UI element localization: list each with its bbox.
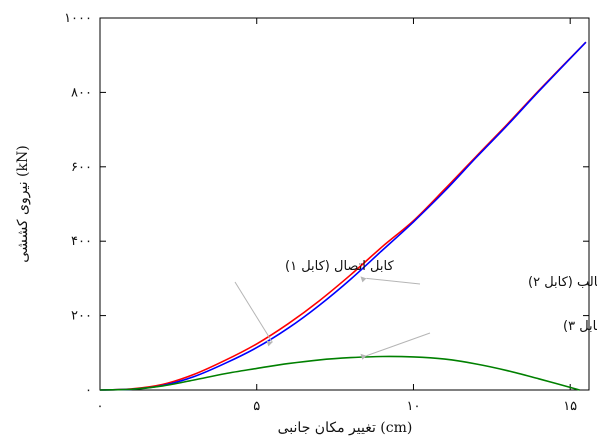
y-tick-label: ۴۰۰ xyxy=(71,234,92,249)
annotation-arrowhead xyxy=(266,340,273,347)
y-tick-label: ۸۰۰ xyxy=(71,85,92,100)
annotation-label: کابل مغلوب (کابل ۳) xyxy=(563,319,597,334)
x-tick-label: ۰ xyxy=(97,399,104,414)
y-tick-label: ۲۰۰ xyxy=(71,309,92,324)
annotation-label: کابل اتصال (کابل ۱) xyxy=(285,259,394,274)
annotation-leader xyxy=(366,332,431,357)
x-tick-label: ۵ xyxy=(253,399,260,414)
annotation-leader xyxy=(234,281,273,343)
annotation-label: کابل غالب (کابل ۲) xyxy=(528,275,597,290)
y-tick-label: ۰ xyxy=(85,383,92,398)
plot-frame xyxy=(99,17,590,391)
x-tick-label: ۱۵ xyxy=(563,399,577,414)
x-tick-label: ۱۰ xyxy=(406,399,420,414)
annotation-leader xyxy=(366,277,421,285)
annotation-arrowhead xyxy=(360,353,367,360)
series-line-2 xyxy=(99,41,587,391)
y-axis-title: نیروی کششی (kN) xyxy=(15,145,31,262)
series-line-3 xyxy=(99,355,580,391)
axis-ticks: ۰ ۵ ۱۰ ۱۵ ۰ ۲۰۰ ۴۰۰ ۶۰۰ ۸۰۰ ۱۰۰۰ xyxy=(64,11,589,414)
series-line-1 xyxy=(99,41,587,391)
series-lines xyxy=(99,41,587,391)
y-tick-label: ۶۰۰ xyxy=(71,160,92,175)
y-tick-label: ۱۰۰۰ xyxy=(64,11,92,26)
x-axis-title: تغییر مکان جانبی (cm) xyxy=(278,420,413,436)
annotation-arrowhead xyxy=(360,276,367,283)
annotations: کابل اتصال (کابل ۱) کابل غالب (کابل ۲) کاب… xyxy=(234,259,597,360)
